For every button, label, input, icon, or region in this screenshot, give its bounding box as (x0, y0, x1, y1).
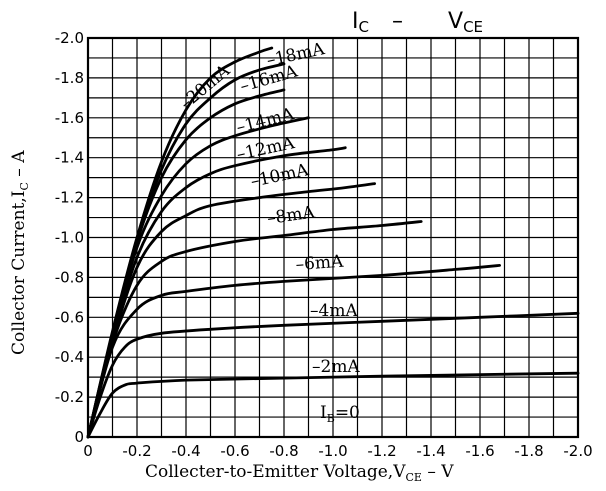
series-label: –2mA (312, 357, 360, 377)
ib-zero-label: IB=0 (320, 403, 360, 425)
chart-title: IC – VCE (352, 9, 483, 36)
series-line (86, 220, 423, 439)
x-tick-label: -0.6 (220, 442, 249, 460)
y-tick-label: -1.4 (55, 149, 84, 167)
x-tick-label: -1.6 (465, 442, 494, 460)
y-tick-label: -1.2 (55, 189, 84, 207)
title-separator: – (392, 9, 403, 34)
x-tick-label: -1.0 (318, 442, 347, 460)
series-label: –14mA (234, 104, 296, 138)
y-tick-label: -1.6 (55, 109, 84, 127)
plot-frame (86, 36, 580, 439)
title-ic: IC (352, 9, 369, 36)
series-line (86, 182, 376, 439)
x-tick-label: -1.8 (514, 442, 543, 460)
series-label: –4mA (310, 301, 358, 321)
x-tick-labels: 0 -0.2 -0.4 -0.6 -0.8 -1.0 -1.2 -1.4 -1.6 -1.8 -2.… (83, 442, 592, 460)
y-tick-label: -2.0 (55, 29, 84, 47)
series-label: –6mA (295, 252, 345, 275)
series-line (86, 264, 501, 439)
y-tick-label: -0.4 (55, 348, 84, 366)
y-tick-labels: 0 -0.2 -0.4 -0.6 -0.8 -1.0 -1.2 -1.4 -1.6 -1.8 -2.… (55, 29, 84, 446)
y-tick-label: -0.2 (55, 388, 84, 406)
x-tick-label: -1.2 (367, 442, 396, 460)
y-tick-label: -1.8 (55, 69, 84, 87)
x-tick-label: -1.4 (416, 442, 445, 460)
x-tick-label: -2.0 (563, 442, 592, 460)
x-tick-label: -0.2 (122, 442, 151, 460)
y-tick-label: -1.0 (55, 229, 84, 247)
y-axis-label: Collector Current,IC – A (9, 150, 31, 355)
series-line (86, 46, 274, 439)
curves (86, 46, 580, 439)
series-line (86, 371, 580, 439)
x-axis-label: Collecter-to-Emitter Voltage,VCE – V (145, 462, 454, 484)
x-tick-label: -0.8 (269, 442, 298, 460)
y-tick-label: 0 (74, 428, 84, 446)
title-vce: VCE (448, 9, 483, 36)
x-tick-label: 0 (83, 442, 93, 460)
series-label: –18mA (265, 39, 327, 71)
y-tick-label: -0.8 (55, 268, 84, 286)
x-tick-label: -0.4 (171, 442, 200, 460)
y-tick-label: -0.6 (55, 308, 84, 326)
series-line (86, 311, 580, 439)
series-label: –10mA (249, 160, 311, 192)
